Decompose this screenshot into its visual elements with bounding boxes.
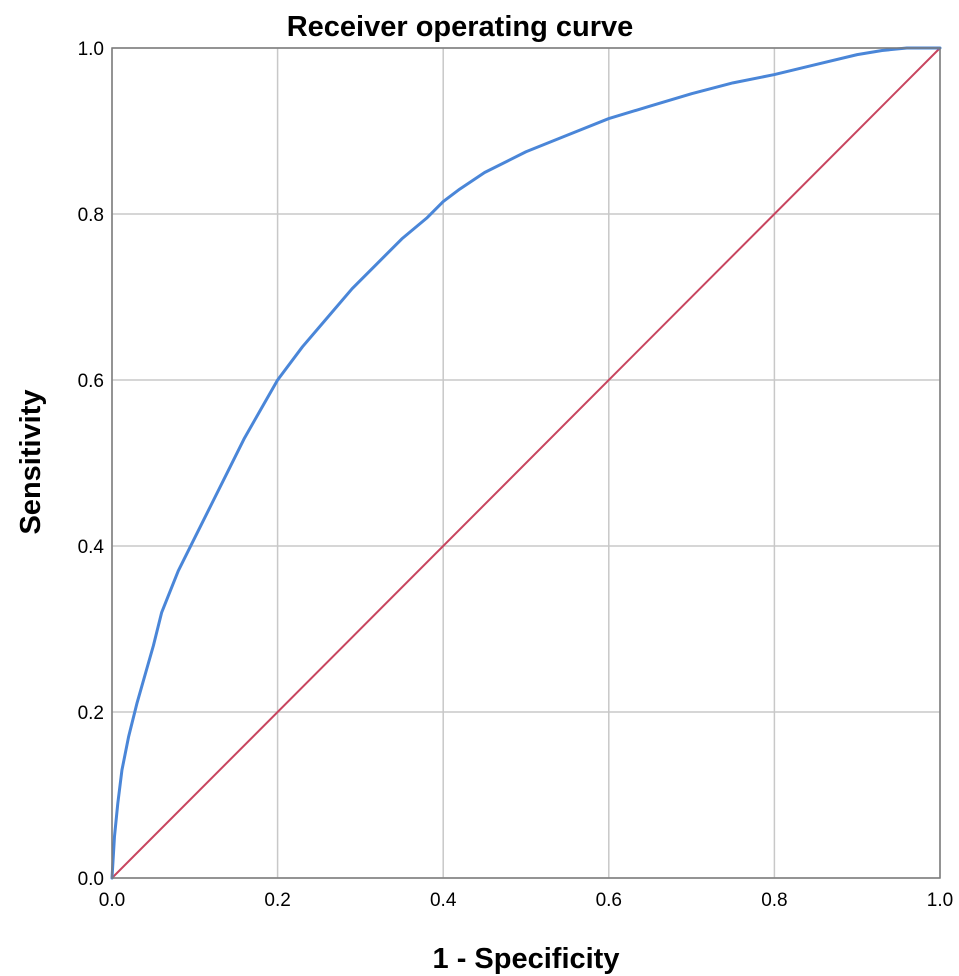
y-tick-label: 0.0 (78, 869, 104, 890)
reference-diagonal-line (111, 47, 941, 879)
roc-curve-line (110, 46, 942, 880)
plot-frame (111, 47, 941, 879)
y-axis-label: Sensitivity (15, 389, 47, 534)
series-layer (110, 46, 942, 880)
y-tick-label: 1.0 (78, 39, 104, 60)
x-tick-label: 0.0 (99, 890, 125, 911)
x-axis-label: 1 - Specificity (433, 943, 620, 975)
tick-labels: 0.0 0.2 0.4 0.6 0.8 1.0 0.0 0.2 0.4 0.6 0.8 1.0 (78, 39, 954, 911)
x-tick-label: 1.0 (927, 890, 953, 911)
y-tick-label: 0.8 (78, 205, 104, 226)
x-tick-label: 0.2 (264, 890, 290, 911)
y-tick-label: 0.6 (78, 371, 104, 392)
chart-title: Receiver operating curve (287, 11, 634, 43)
y-tick-label: 0.4 (78, 537, 105, 558)
x-tick-label: 0.6 (596, 890, 622, 911)
x-tick-label: 0.8 (761, 890, 787, 911)
x-tick-label: 0.4 (430, 890, 457, 911)
y-tick-label: 0.2 (78, 703, 104, 724)
